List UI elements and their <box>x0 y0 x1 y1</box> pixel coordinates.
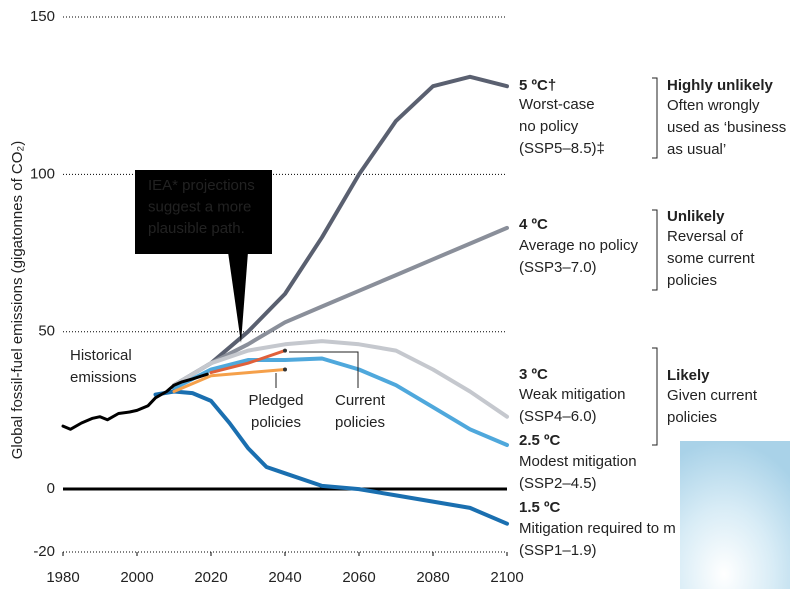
likelihood-text: policies <box>667 409 717 426</box>
callout-text: suggest a more <box>148 198 251 215</box>
likelihood-text: Often wrongly <box>667 97 760 114</box>
scenario-temperature: 4 ºC <box>519 216 548 233</box>
scenario-temperature: 2.5 ºC <box>519 432 560 449</box>
scenario-temperature: 5 ºC† <box>519 77 556 94</box>
end-dot <box>283 367 287 371</box>
scenario-description: Mitigation required to m <box>519 520 676 537</box>
historical-label: Historical <box>70 347 132 364</box>
policy-label: Current <box>335 392 386 409</box>
y-tick-label: 150 <box>30 8 55 25</box>
likelihood-text: some current <box>667 250 755 267</box>
callout-text: IEA* projections <box>148 177 255 194</box>
policy-label: policies <box>251 414 301 431</box>
y-axis-label: Global fossil-fuel emissions (gigatonnes… <box>9 141 26 459</box>
x-tick-label: 2000 <box>120 569 153 586</box>
y-tick-label: -20 <box>33 543 55 560</box>
chart: Global fossil-fuel emissions (gigatonnes… <box>0 0 790 589</box>
bracket <box>652 78 657 158</box>
x-tick-label: 2020 <box>194 569 227 586</box>
scenario-temperature: 1.5 ºC <box>519 499 560 516</box>
scenario-description: Modest mitigation <box>519 453 637 470</box>
likelihood-text: as usual’ <box>667 141 726 158</box>
x-tick-label: 2060 <box>342 569 375 586</box>
scenario-description: (SSP2–4.5) <box>519 475 597 492</box>
end-dot <box>283 349 287 353</box>
scenario-temperature: 3 ºC <box>519 366 548 383</box>
scenario-description: (SSP5–8.5)‡ <box>519 140 605 157</box>
likelihood-text: Given current <box>667 387 758 404</box>
bracket <box>652 348 657 445</box>
y-tick-label: 50 <box>38 323 55 340</box>
likelihood-title: Highly unlikely <box>667 77 774 94</box>
y-tick-label: 0 <box>47 480 55 497</box>
scenario-description: Worst-case <box>519 96 595 113</box>
likelihood-title: Unlikely <box>667 208 725 225</box>
x-tick-label: 2040 <box>268 569 301 586</box>
historical-label: emissions <box>70 369 137 386</box>
x-tick-label: 2080 <box>416 569 449 586</box>
series-line <box>156 392 508 524</box>
scenario-description: (SSP4–6.0) <box>519 408 597 425</box>
scenario-description: (SSP3–7.0) <box>519 259 597 276</box>
likelihood-title: Likely <box>667 367 710 384</box>
x-tick-label: 2100 <box>490 569 523 586</box>
callout-text: plausible path. <box>148 220 245 237</box>
scenario-description: no policy <box>519 118 579 135</box>
scenario-description: Average no policy <box>519 237 638 254</box>
bracket <box>652 210 657 290</box>
overlay <box>680 441 790 589</box>
policy-label: Pledged <box>248 392 303 409</box>
scenario-description: (SSP1–1.9) <box>519 542 597 559</box>
likelihood-text: policies <box>667 272 717 289</box>
likelihood-text: Reversal of <box>667 228 744 245</box>
x-tick-label: 1980 <box>46 569 79 586</box>
y-tick-label: 100 <box>30 165 55 182</box>
policy-label: policies <box>335 414 385 431</box>
likelihood-text: used as ‘business <box>667 119 786 136</box>
scenario-description: Weak mitigation <box>519 386 625 403</box>
callout-pointer <box>228 252 248 343</box>
